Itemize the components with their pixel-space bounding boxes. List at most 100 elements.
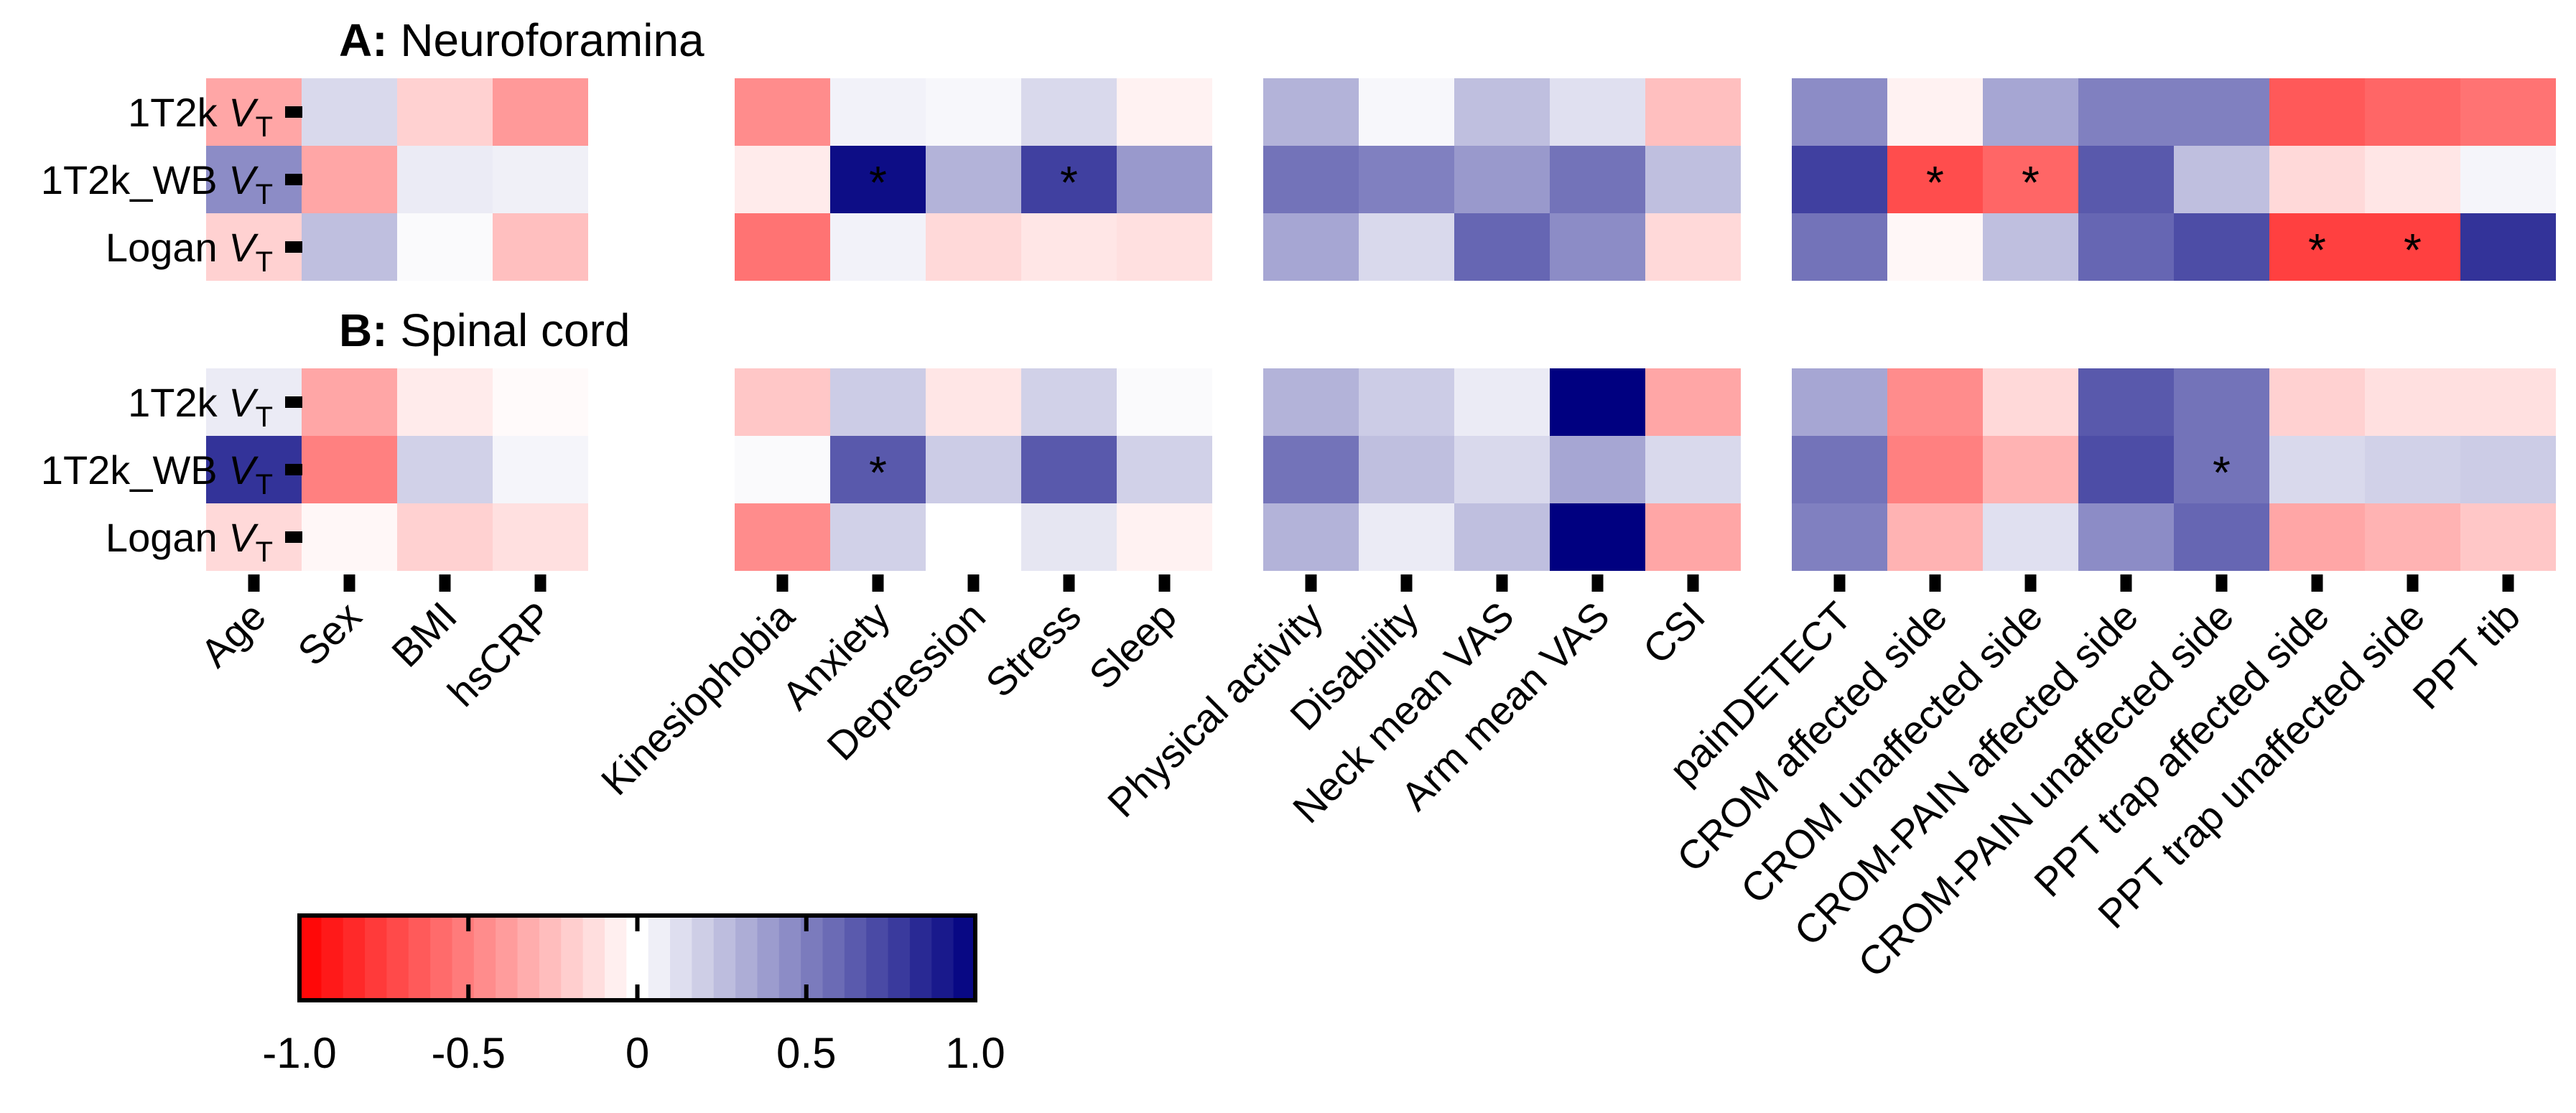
heatmap-cell: [397, 213, 493, 281]
column-label: PPT tib: [2404, 593, 2529, 718]
heatmap-cell: [1359, 436, 1454, 503]
heatmap-cell: [830, 213, 926, 281]
row-label-text: 1T2k_WB: [41, 447, 228, 493]
significance-star: *: [1060, 157, 1078, 208]
heatmap-cell: [735, 503, 830, 571]
heatmap-cell: [1263, 146, 1359, 213]
significance-star: *: [2404, 224, 2422, 276]
heatmap-cell: [397, 503, 493, 571]
heatmap-cell: [2269, 436, 2365, 503]
row-label-italic: V: [228, 515, 259, 560]
heatmap-cell: [1550, 368, 1645, 436]
heatmap-cell: [926, 503, 1021, 571]
heatmap-cell: [926, 436, 1021, 503]
heatmap-cell: [493, 146, 588, 213]
heatmap-cell: [2365, 213, 2460, 281]
heatmap-cell: [830, 368, 926, 436]
heatmap-cell: [1454, 368, 1550, 436]
heatmap-cell: [1792, 78, 1887, 146]
heatmap-cell: [1983, 78, 2078, 146]
heatmap-cell: [1983, 213, 2078, 281]
column-label: Stress: [977, 593, 1089, 706]
heatmap-cell: [1983, 368, 2078, 436]
heatmap-cell: [735, 368, 830, 436]
color-bar-swatch: [822, 916, 845, 1000]
heatmap-cell: [493, 368, 588, 436]
heatmap-cell: [735, 213, 830, 281]
row-tick: [285, 241, 302, 253]
heatmap-cell: [1454, 503, 1550, 571]
heatmap-cell: [302, 503, 397, 571]
heatmap-cell: [830, 78, 926, 146]
row-tick: [285, 464, 302, 475]
color-bar-swatch: [561, 916, 584, 1000]
row-label-italic: V: [228, 157, 259, 202]
color-bar-swatch: [844, 916, 867, 1000]
row-label-italic: V: [228, 380, 259, 425]
column-label: Age: [192, 593, 274, 676]
heatmap-cell: [1359, 146, 1454, 213]
heatmap-cell: [2460, 213, 2556, 281]
column-label: BMI: [383, 593, 465, 676]
color-bar-swatch: [757, 916, 780, 1000]
color-bar-tick-label: 0.5: [776, 1029, 836, 1077]
row-label: Logan VT: [106, 515, 273, 568]
panel-tag: A:: [339, 14, 388, 66]
row-tick: [285, 396, 302, 408]
color-bar-swatch: [778, 916, 801, 1000]
heatmap-cell: [2269, 146, 2365, 213]
column-tick: [343, 574, 355, 592]
heatmap-cell: [830, 436, 926, 503]
heatmap-cell: [1550, 436, 1645, 503]
heatmap-cell: [2174, 78, 2269, 146]
heatmap-cell: [1645, 503, 1741, 571]
heatmap-cell: [2078, 78, 2174, 146]
heatmap-cell: [1117, 78, 1212, 146]
heatmap-cell: [1887, 213, 1983, 281]
panel-tag: B:: [339, 304, 388, 356]
color-bar-swatch: [321, 916, 344, 1000]
heatmap-cell: [1792, 146, 1887, 213]
color-bar-tick-label: -1.0: [262, 1029, 336, 1077]
heatmap-cell: [1983, 436, 2078, 503]
column-tick: [1063, 574, 1075, 592]
row-label: Logan VT: [106, 225, 273, 278]
row-label-text: 1T2k: [128, 90, 228, 135]
column-label: Sex: [289, 593, 370, 674]
heatmap-cell: [926, 78, 1021, 146]
heatmap-cell: [735, 146, 830, 213]
color-bar-swatch: [604, 916, 627, 1000]
heatmap-cell: [1359, 503, 1454, 571]
panel-title: B: Spinal cord: [339, 304, 631, 356]
heatmap-cell: [302, 213, 397, 281]
heatmap-cell: [1117, 368, 1212, 436]
significance-star: *: [2308, 224, 2326, 276]
row-label-subscript: T: [256, 179, 273, 210]
heatmap-cell: [1117, 503, 1212, 571]
heatmap-cell: [735, 78, 830, 146]
heatmap-cell: [926, 368, 1021, 436]
heatmap-cell: [2365, 146, 2460, 213]
row-label-text: 1T2k_WB: [41, 157, 228, 202]
panel-title-text: Spinal cord: [388, 304, 631, 356]
column-tick: [2120, 574, 2132, 592]
heatmap-cell: [1454, 436, 1550, 503]
heatmap-cell: [1454, 146, 1550, 213]
heatmap-cell: [1645, 436, 1741, 503]
color-bar-swatch: [343, 916, 366, 1000]
color-bar-swatch: [473, 916, 496, 1000]
column-tick: [248, 574, 260, 592]
heatmap-cell: [302, 78, 397, 146]
heatmap-cell: [1021, 368, 1117, 436]
column-tick: [1687, 574, 1699, 592]
heatmap-cell: [2365, 78, 2460, 146]
heatmap-cell: [493, 436, 588, 503]
heatmap-cell: [302, 436, 397, 503]
significance-star: *: [2213, 447, 2231, 498]
color-bar-swatch: [648, 916, 671, 1000]
column-tick: [967, 574, 980, 592]
heatmap-cell: [1983, 146, 2078, 213]
color-bar-swatch: [670, 916, 692, 1000]
heatmap-cell: [1550, 78, 1645, 146]
